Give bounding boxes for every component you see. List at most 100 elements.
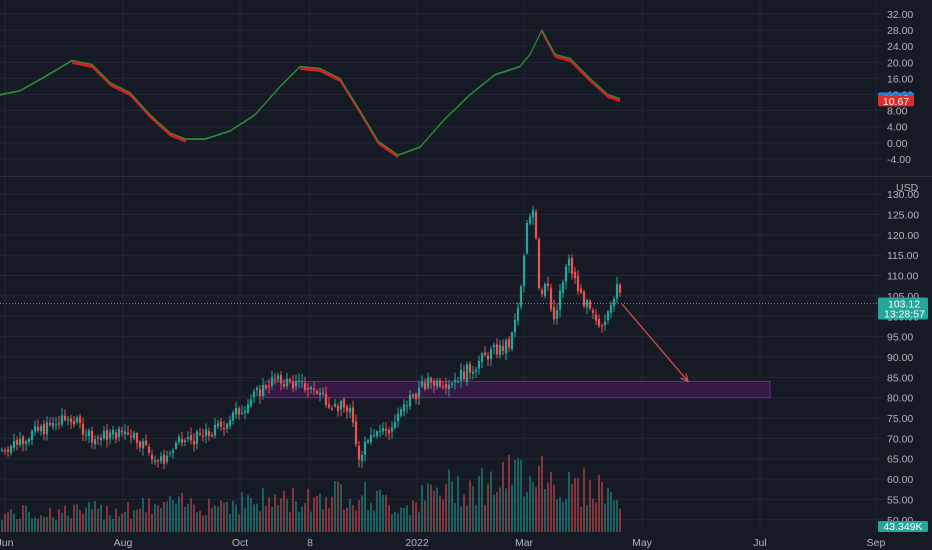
- candle-body: [258, 389, 262, 397]
- volume-bar: [421, 484, 423, 532]
- volume-bar: [91, 509, 93, 532]
- candle-body: [597, 318, 601, 327]
- price-y-tick-label: 95.00: [887, 332, 913, 344]
- candle-body: [576, 276, 580, 291]
- osc-y-tick-label: 4.00: [887, 122, 908, 134]
- candle-body: [285, 378, 289, 387]
- volume-bar: [283, 490, 285, 532]
- candle-body: [204, 429, 208, 436]
- volume-bar: [67, 515, 69, 532]
- oscillator-band-segment: [576, 64, 578, 70]
- candle-body: [504, 340, 508, 354]
- candle-body: [279, 375, 283, 384]
- candle-body: [456, 381, 460, 383]
- candle-body: [543, 283, 547, 297]
- candle-body: [282, 384, 286, 387]
- volume-bar: [127, 502, 129, 532]
- oscillator-band-segment: [82, 62, 84, 67]
- volume-bar: [511, 484, 513, 532]
- volume-bar: [226, 501, 228, 532]
- candle-body: [588, 301, 592, 309]
- candle-body: [615, 284, 619, 299]
- volume-bar: [229, 513, 231, 532]
- volume-bar: [388, 505, 390, 532]
- price-y-tick-label: 130.00: [887, 189, 919, 201]
- volume-bar: [133, 510, 135, 532]
- price-y-tick-label: 85.00: [887, 372, 913, 384]
- candle-body: [159, 456, 163, 462]
- oscillator-pane[interactable]: [0, 28, 621, 159]
- volume-bar: [448, 469, 450, 532]
- oscillator-band-segment: [146, 110, 148, 117]
- oscillator-band-segment: [558, 55, 560, 60]
- oscillator-band-segment: [554, 52, 556, 59]
- candle-body: [183, 440, 187, 442]
- volume-bar: [97, 508, 99, 532]
- candle-body: [510, 332, 514, 349]
- candle-body: [441, 386, 445, 388]
- volume-bar: [130, 518, 132, 532]
- volume-bar: [460, 506, 462, 532]
- price-y-tick-label: 55.00: [887, 494, 913, 506]
- candle-body: [540, 289, 544, 294]
- volume-bar: [616, 500, 618, 532]
- candle-body: [411, 395, 415, 397]
- candle-body: [531, 210, 535, 218]
- volume-bar: [445, 483, 447, 532]
- volume-bar: [502, 461, 504, 532]
- price-y-tick-label: 110.00: [887, 271, 918, 283]
- candle-body: [84, 434, 88, 436]
- candle-body: [87, 430, 91, 436]
- volume-bar: [247, 495, 249, 532]
- volume-bar: [586, 504, 588, 532]
- oscillator-band-segment: [560, 55, 562, 60]
- volume-bar: [517, 458, 519, 532]
- oscillator-band-segment: [160, 123, 162, 130]
- volume-bar: [493, 494, 495, 532]
- osc-y-tick-label: 16.00: [887, 73, 913, 85]
- oscillator-band-segment: [132, 94, 134, 101]
- candle-body: [141, 441, 145, 449]
- candle-body: [306, 387, 310, 390]
- volume-bar: [487, 483, 489, 532]
- oscillator-band-segment: [162, 125, 164, 131]
- candle-body: [489, 349, 493, 359]
- candle-body: [237, 408, 241, 415]
- candle-body: [180, 439, 184, 443]
- volume-bar: [214, 505, 216, 532]
- candle-body: [60, 415, 64, 425]
- volume-bar: [169, 496, 171, 532]
- volume-bar: [343, 509, 345, 532]
- support-zone-rectangle[interactable]: [264, 380, 771, 399]
- volume-bar: [250, 497, 252, 532]
- price-pane[interactable]: [0, 205, 883, 532]
- volume-bar: [259, 511, 261, 532]
- candle-body: [444, 384, 448, 388]
- volume-bar: [70, 518, 72, 532]
- volume-bar: [550, 471, 552, 532]
- candle-body: [357, 445, 361, 460]
- volume-bar: [304, 503, 306, 532]
- candle-body: [582, 291, 586, 306]
- candle-body: [354, 421, 358, 445]
- oscillator-band-segment: [106, 78, 108, 85]
- candle-body: [255, 387, 259, 391]
- candle-body: [213, 424, 217, 436]
- oscillator-band-segment: [586, 74, 588, 81]
- candle-body: [201, 435, 205, 437]
- volume-bar: [412, 500, 414, 532]
- volume-bar: [157, 505, 159, 532]
- price-y-tick-label: 65.00: [887, 454, 913, 466]
- oscillator-band-segment: [86, 63, 88, 68]
- volume-bar: [505, 488, 507, 532]
- projection-arrow-line[interactable]: [621, 303, 689, 382]
- candle-body: [435, 380, 439, 387]
- candle-body: [549, 288, 553, 310]
- candle-body: [396, 413, 400, 422]
- candle-body: [18, 438, 22, 445]
- volume-bar: [316, 496, 318, 532]
- candle-body: [21, 436, 25, 444]
- volume-bar: [181, 492, 183, 532]
- volume-bar: [55, 520, 57, 532]
